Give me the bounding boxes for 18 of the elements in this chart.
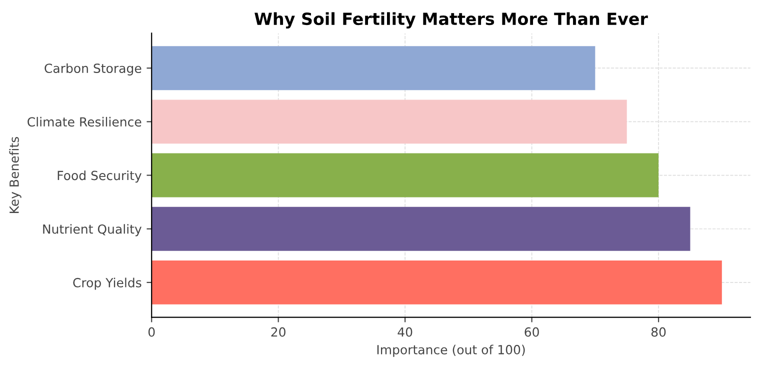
y-tick-label: Nutrient Quality <box>43 224 142 236</box>
bar <box>152 100 627 144</box>
y-tick-label: Carbon Storage <box>44 63 142 76</box>
bar <box>152 46 596 90</box>
bar <box>152 260 722 304</box>
y-tick-label: Food Security <box>58 170 142 183</box>
bar <box>152 206 690 251</box>
x-tick-label: 60 <box>524 327 539 337</box>
x-tick-label: 20 <box>271 327 286 337</box>
x-tick-label: 40 <box>398 327 412 337</box>
x-axis-title: Importance (out of 100) <box>377 344 525 357</box>
y-tick-label: Climate Resilience <box>28 116 142 127</box>
y-axis-title: Key Benefits <box>9 136 22 213</box>
chart-title: Why Soil Fertility Matters More Than Ever <box>254 12 648 28</box>
x-tick-label: 0 <box>148 327 155 337</box>
bar <box>152 153 659 198</box>
x-tick-label: 80 <box>651 327 666 337</box>
y-tick-label: Crop Yields <box>73 278 142 290</box>
